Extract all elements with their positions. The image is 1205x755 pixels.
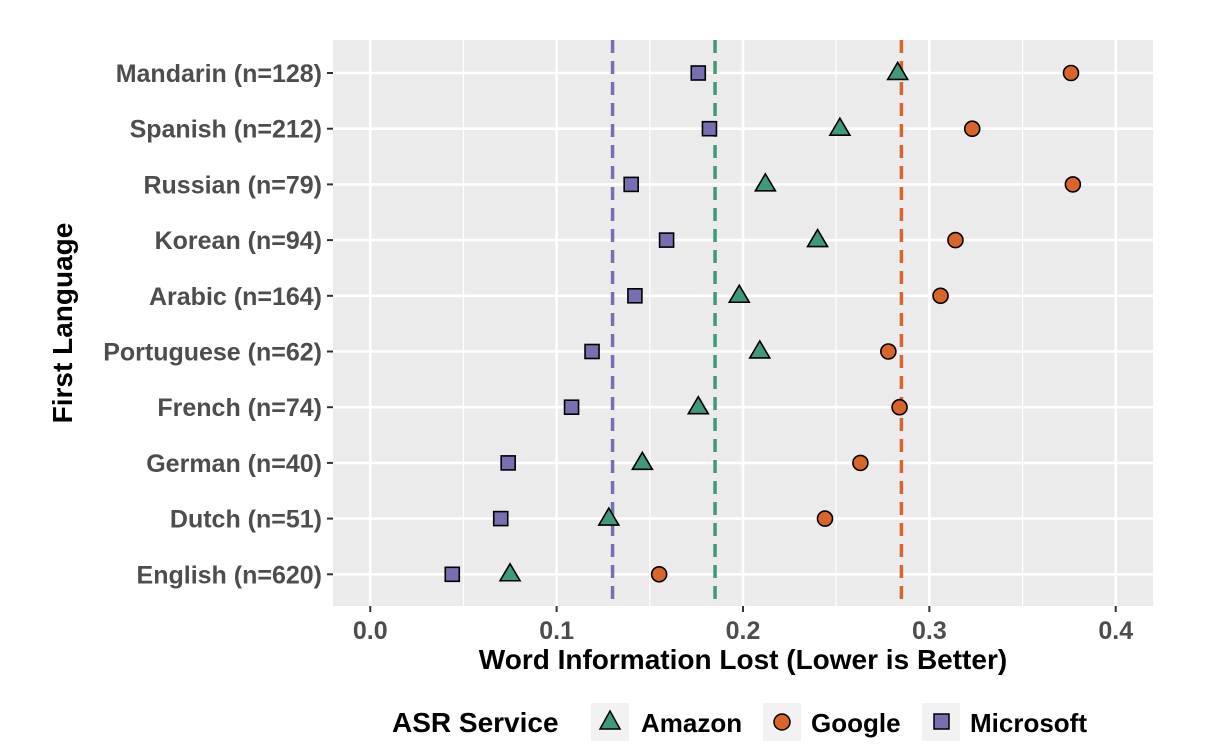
point-google xyxy=(880,343,897,360)
point-microsoft xyxy=(627,287,643,304)
legend: ASR Service Amazon Google Microsoft xyxy=(392,703,1087,741)
x-tick-label: 0.1 xyxy=(539,617,574,645)
y-tick-label: English (n=620) xyxy=(137,561,322,589)
legend-marker-amazon xyxy=(598,709,622,730)
y-tick-label: German (n=40) xyxy=(146,450,322,478)
point-amazon xyxy=(597,506,621,526)
legend-title: ASR Service xyxy=(392,707,559,738)
x-axis-title: Word Information Lost (Lower is Better) xyxy=(479,644,1007,675)
legend-label-amazon: Amazon xyxy=(641,708,742,738)
y-tick-label: French (n=74) xyxy=(157,394,322,422)
point-microsoft xyxy=(690,65,707,81)
point-google xyxy=(891,398,908,416)
point-google xyxy=(816,510,834,527)
point-microsoft xyxy=(701,120,718,137)
x-tick-label: 0.0 xyxy=(353,617,388,645)
x-tick-label: 0.4 xyxy=(1098,617,1133,645)
point-amazon xyxy=(630,450,654,471)
point-amazon xyxy=(806,227,829,248)
legend-label-microsoft: Microsoft xyxy=(970,708,1087,738)
y-tick-label: Dutch (n=51) xyxy=(170,506,322,534)
point-amazon xyxy=(727,283,751,304)
y-axis-title: First Language xyxy=(47,223,78,424)
point-amazon xyxy=(828,116,852,136)
legend-marker-microsoft xyxy=(933,713,950,730)
y-tick-label: Russian (n=79) xyxy=(143,171,322,199)
point-microsoft xyxy=(444,566,461,583)
point-microsoft xyxy=(623,176,639,193)
y-tick-label: Spanish (n=212) xyxy=(130,116,322,144)
legend-label-google: Google xyxy=(811,708,901,738)
x-tick-label: 0.2 xyxy=(726,617,761,645)
x-tick-labels: 0.0 0.1 0.2 0.3 0.4 xyxy=(353,606,1133,645)
y-tick-label: Portuguese (n=62) xyxy=(103,339,322,367)
point-google xyxy=(932,287,949,305)
y-tick-label: Mandarin (n=128) xyxy=(116,60,322,88)
points-layer xyxy=(444,60,1082,583)
point-google xyxy=(963,120,981,137)
point-google xyxy=(852,454,869,472)
point-amazon xyxy=(498,562,522,582)
point-microsoft xyxy=(584,343,600,360)
point-amazon xyxy=(886,60,910,81)
point-google xyxy=(1064,176,1082,193)
point-amazon xyxy=(753,172,777,192)
point-microsoft xyxy=(658,232,675,248)
legend-marker-google xyxy=(773,713,791,731)
point-microsoft xyxy=(563,399,580,416)
y-tick-label: Korean (n=94) xyxy=(155,227,322,255)
point-microsoft xyxy=(492,510,509,527)
y-tick-labels: Mandarin (n=128) Spanish (n=212) Russian (… xyxy=(103,60,333,589)
point-amazon xyxy=(686,395,710,415)
point-google xyxy=(947,231,964,249)
point-microsoft xyxy=(500,455,516,471)
point-amazon xyxy=(748,339,772,359)
point-google xyxy=(650,565,668,583)
x-tick-label: 0.3 xyxy=(912,617,947,645)
y-tick-label: Arabic (n=164) xyxy=(149,283,322,311)
point-google xyxy=(1062,64,1080,82)
